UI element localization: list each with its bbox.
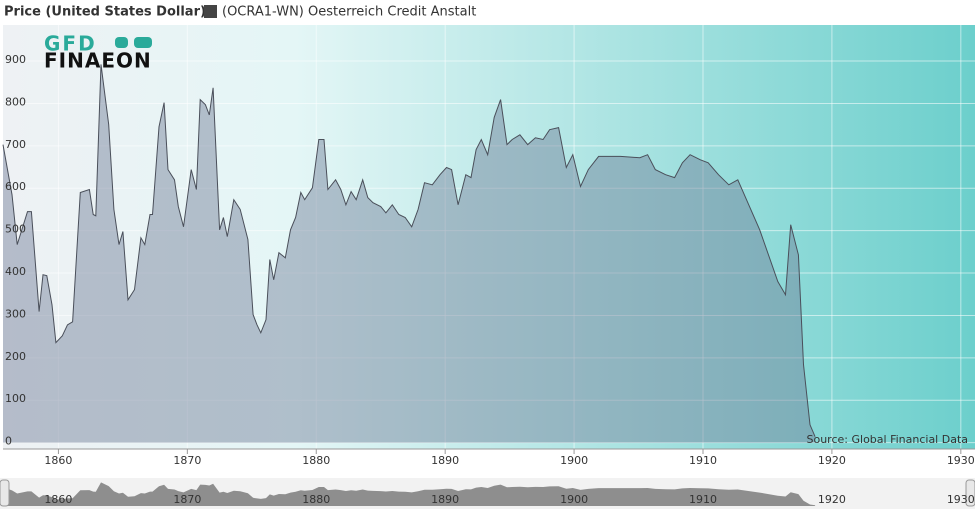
y-tick-label: 900 [5, 53, 26, 66]
y-tick-label: 500 [5, 223, 26, 236]
navigator-tick-label: 1920 [818, 493, 846, 506]
navigator-handle[interactable] [965, 479, 975, 507]
y-tick-label: 700 [5, 138, 26, 151]
navigator-tick-label: 1900 [560, 493, 588, 506]
y-tick-label: 200 [5, 350, 26, 363]
navigator-tick-label: 1910 [689, 493, 717, 506]
logo-top: GFD [44, 32, 97, 56]
logo-leaf [134, 37, 152, 48]
source-note: Source: Global Financial Data [807, 433, 969, 446]
x-tick-label: 1920 [818, 454, 846, 467]
navigator-handle[interactable] [0, 479, 10, 507]
x-tick-label: 1860 [44, 454, 72, 467]
x-tick-label: 1890 [431, 454, 459, 467]
navigator-tick-label: 1870 [173, 493, 201, 506]
plot-background [3, 25, 975, 449]
area-line [2, 64, 816, 437]
logo-bottom: FINAEON [44, 49, 152, 73]
x-tick-label: 1880 [302, 454, 330, 467]
x-tick-label: 1910 [689, 454, 717, 467]
navigator-area [3, 482, 816, 506]
y-tick-label: 100 [5, 392, 26, 405]
legend-swatch[interactable] [204, 5, 217, 18]
y-tick-label: 800 [5, 95, 26, 108]
y-tick-label: 600 [5, 180, 26, 193]
x-tick-label: 1900 [560, 454, 588, 467]
legend-label[interactable]: (OCRA1-WN) Oesterreich Credit Anstalt [222, 5, 476, 20]
y-tick-label: 400 [5, 265, 26, 278]
x-tick-label: 1930 [947, 454, 975, 467]
chart-title: Price (United States Dollar) [4, 5, 206, 20]
navigator-tick-label: 1880 [302, 493, 330, 506]
y-tick-label: 300 [5, 307, 26, 320]
area-fill [3, 64, 816, 443]
navigator-tick-label: 1860 [44, 493, 72, 506]
logo-leaf [115, 37, 128, 48]
x-tick-label: 1870 [173, 454, 201, 467]
navigator-tick-label: 1930 [947, 493, 975, 506]
y-tick-label: 0 [5, 435, 12, 448]
navigator-tick-label: 1890 [431, 493, 459, 506]
